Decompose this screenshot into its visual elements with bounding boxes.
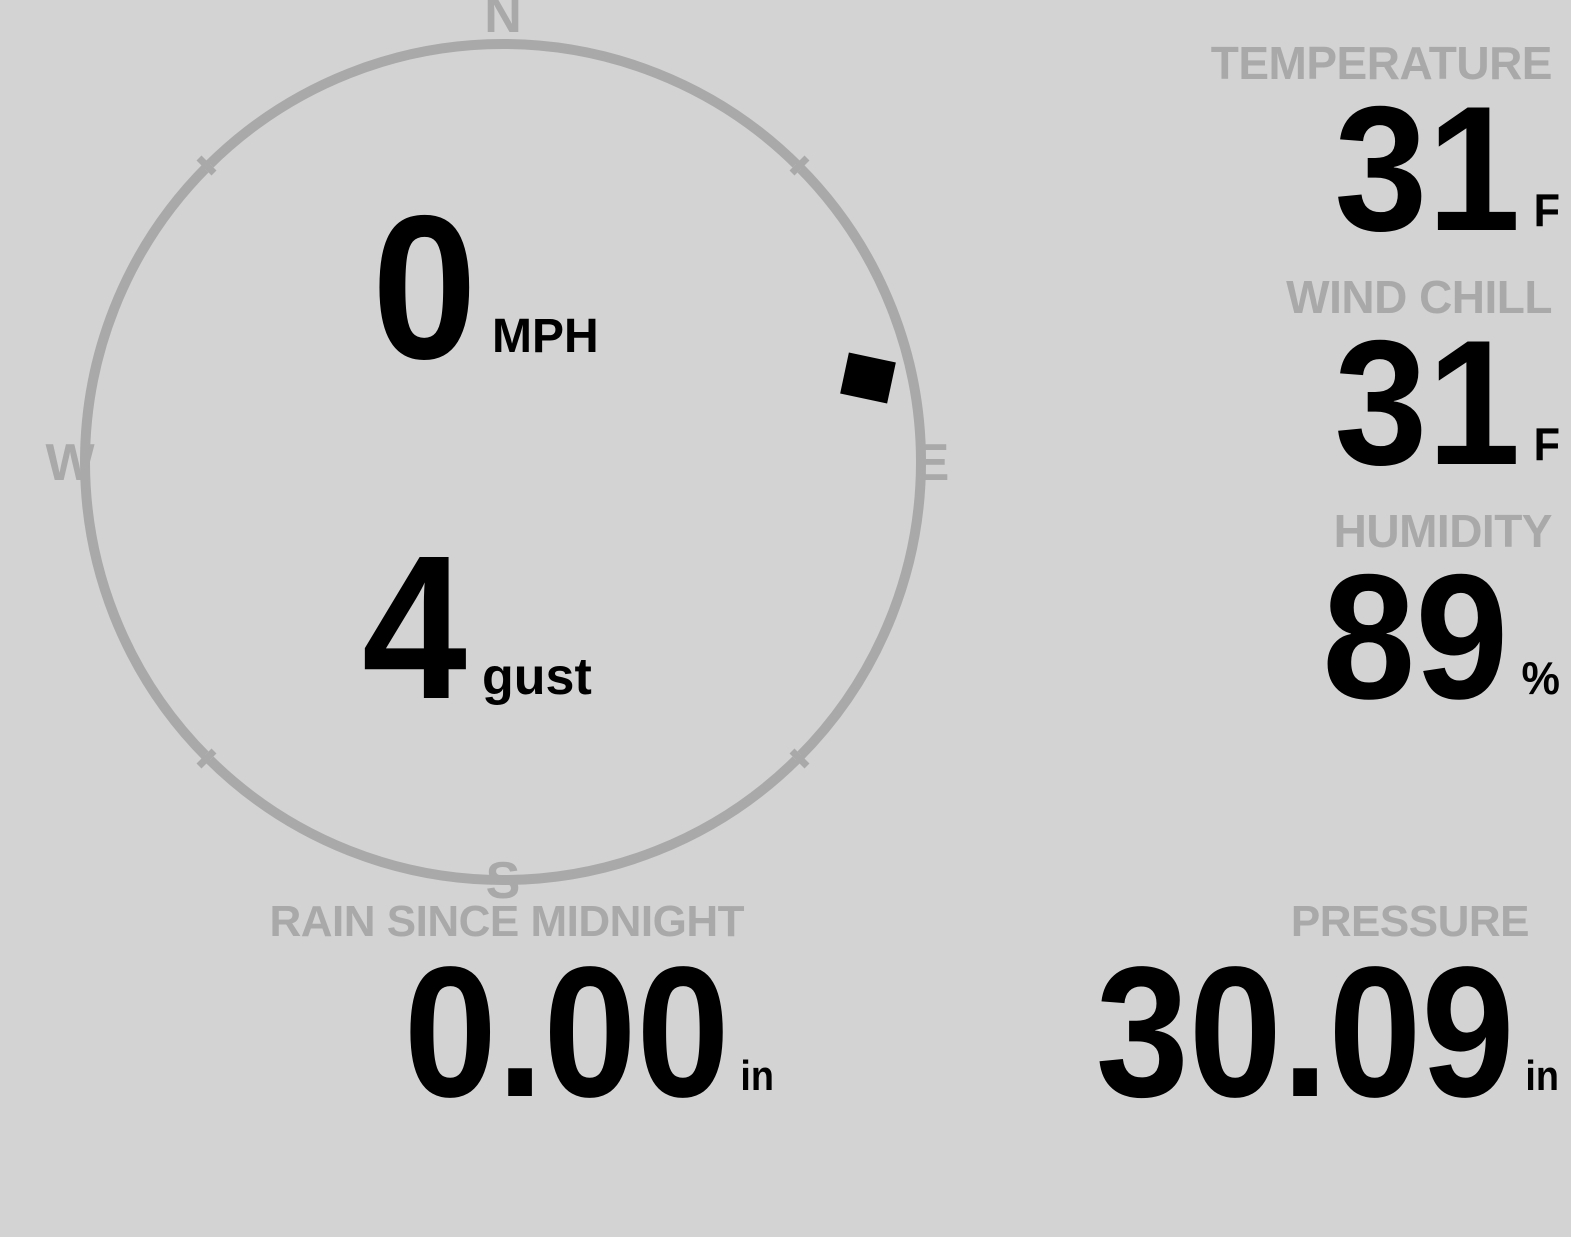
compass-label-east: E: [915, 434, 950, 492]
rain-unit: in: [740, 1052, 774, 1099]
humidity-unit: %: [1521, 652, 1560, 704]
temperature-value-row: 31 F: [1043, 80, 1560, 258]
pressure-unit: in: [1525, 1052, 1559, 1099]
bottom-readings-row: RAIN SINCE MIDNIGHT 0.00 in PRESSURE 30.…: [0, 900, 1571, 1126]
compass-label-south: S: [486, 852, 521, 910]
readings-column: TEMPERATURE 31 F WIND CHILL 31 F HUMIDIT…: [1010, 0, 1560, 726]
wind-chill-value-row: 31 F: [1043, 314, 1560, 492]
humidity-reading[interactable]: HUMIDITY 89 %: [1010, 508, 1560, 726]
wind-chill-reading[interactable]: WIND CHILL 31 F: [1010, 274, 1560, 492]
compass-ticks-icon: [204, 163, 802, 761]
compass-label-north: N: [484, 0, 522, 44]
wind-chill-value: 31: [1334, 303, 1521, 502]
rain-label: RAIN SINCE MIDNIGHT: [269, 897, 745, 946]
wind-chill-label: WIND CHILL: [1286, 271, 1552, 323]
temperature-label: TEMPERATURE: [1210, 37, 1553, 89]
pressure-label: PRESSURE: [1290, 897, 1530, 946]
rain-reading[interactable]: RAIN SINCE MIDNIGHT 0.00 in: [0, 900, 785, 1126]
temperature-value: 31: [1334, 69, 1521, 268]
humidity-label: HUMIDITY: [1333, 505, 1553, 557]
temperature-unit: F: [1533, 184, 1560, 236]
humidity-value: 89: [1322, 537, 1509, 736]
wind-chill-unit: F: [1533, 418, 1560, 470]
compass-label-west: W: [45, 434, 95, 492]
rain-value: 0.00: [403, 929, 730, 1136]
wind-direction-marker-icon: [840, 352, 896, 404]
wind-compass-gauge[interactable]: N E S W 0 MPH 4 gust: [0, 0, 1006, 924]
pressure-reading[interactable]: PRESSURE 30.09 in: [785, 900, 1570, 1126]
pressure-value-row: 30.09 in: [862, 940, 1559, 1126]
rain-value-row: 0.00 in: [77, 940, 774, 1126]
compass-ticks-marks-icon: [196, 155, 810, 769]
humidity-value-row: 89 %: [1043, 548, 1560, 726]
pressure-value: 30.09: [1095, 929, 1515, 1136]
temperature-reading[interactable]: TEMPERATURE 31 F: [1010, 40, 1560, 258]
compass-ring-icon: [80, 39, 926, 885]
